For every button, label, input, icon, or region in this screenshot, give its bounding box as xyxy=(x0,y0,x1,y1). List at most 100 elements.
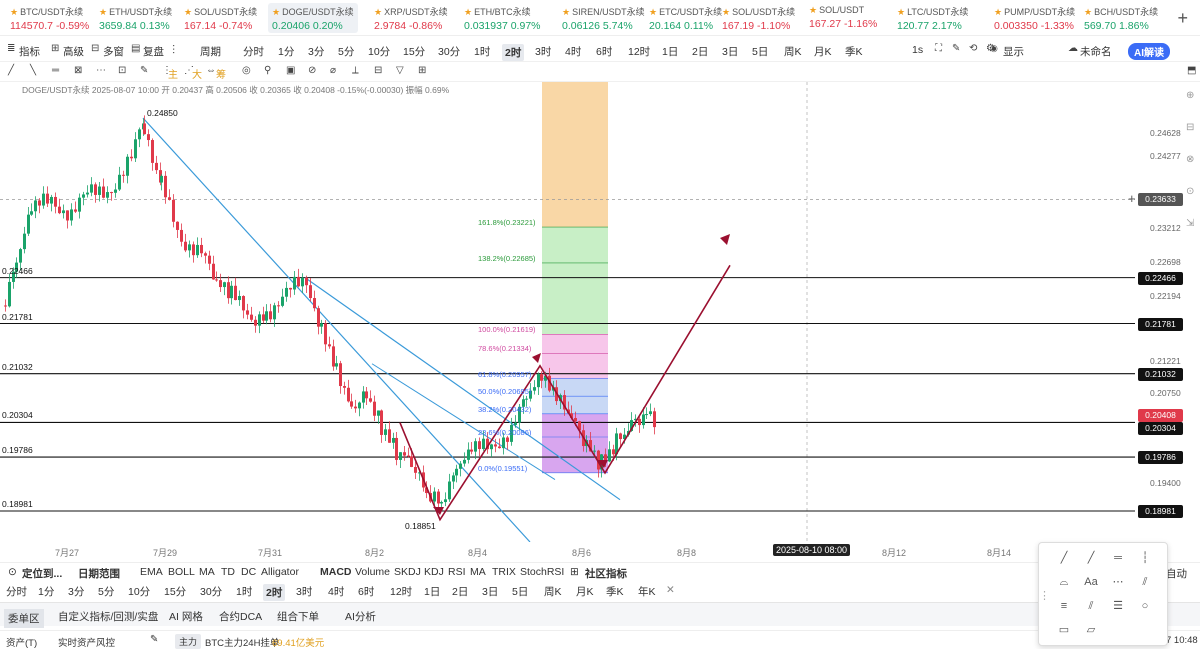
toolbar-2[interactable]: 多窗 xyxy=(103,46,124,58)
drawing-tool-icon[interactable]: ⫽ xyxy=(1142,576,1148,588)
period-6时[interactable]: 6时 xyxy=(596,46,613,58)
ticker-item[interactable]: ★ ETH/USDT永续 3659.84 0.13% xyxy=(95,3,176,33)
toolbar-1[interactable]: 高级 xyxy=(63,46,84,58)
draw-tool-icon[interactable]: ╲ xyxy=(30,65,37,76)
draw-tool-icon[interactable]: ✎ xyxy=(140,65,149,76)
ticker-item[interactable]: ★ DOGE/USDT永续 0.20406 0.20% xyxy=(268,3,358,33)
bottom-period-年K[interactable]: 年K xyxy=(638,586,656,598)
trendline[interactable] xyxy=(142,117,531,542)
overlay-toggle[interactable]: 筹 xyxy=(216,70,226,81)
main-indicator-TD[interactable]: TD xyxy=(221,566,235,578)
toolbar-icon[interactable]: ⊞ xyxy=(51,43,60,54)
ticker-item[interactable]: ★ SOL/USDT永续 167.19 -1.10% xyxy=(718,3,799,33)
main-indicator-Alligator[interactable]: Alligator xyxy=(261,566,299,578)
bottom-period-月K[interactable]: 月K xyxy=(576,586,594,598)
bottom-period-15分[interactable]: 15分 xyxy=(164,586,187,598)
locate-icon[interactable]: ⊙ xyxy=(8,566,17,578)
drawing-tool-icon[interactable]: ⋯ xyxy=(1112,576,1124,588)
elliott-wave-arrow[interactable] xyxy=(399,264,731,522)
sub-indicator-StochRSI[interactable]: StochRSI xyxy=(520,566,565,578)
bottom-period-5日[interactable]: 5日 xyxy=(512,586,529,598)
drag-handle-icon[interactable]: ⋮ xyxy=(1039,590,1050,602)
sub-indicator-RSI[interactable]: RSI xyxy=(448,566,466,578)
close-icon[interactable]: ✕ xyxy=(666,584,675,596)
period-周K[interactable]: 周K xyxy=(784,46,802,58)
overlay-toggle[interactable]: 大 xyxy=(192,70,202,81)
tab-1[interactable]: 自定义指标/回测/实盘 xyxy=(58,611,159,623)
star-icon[interactable]: ★ xyxy=(994,7,1003,17)
draw-tool-icon[interactable]: ═ xyxy=(52,65,60,76)
ticker-item[interactable]: ★ PUMP/USDT永续 0.003350 -1.33% xyxy=(990,3,1079,33)
bottom-period-分时[interactable]: 分时 xyxy=(6,586,27,598)
period-5分[interactable]: 5分 xyxy=(338,46,355,58)
star-icon[interactable]: ★ xyxy=(1084,7,1093,17)
period-分时[interactable]: 分时 xyxy=(243,46,264,58)
side-icon[interactable]: ⊟ xyxy=(1186,122,1195,133)
toolbar-icon[interactable]: ≣ xyxy=(7,43,16,54)
bottom-period-5分[interactable]: 5分 xyxy=(98,586,115,598)
star-icon[interactable]: ★ xyxy=(897,7,906,17)
sub-indicator-TRIX[interactable]: TRIX xyxy=(492,566,516,578)
tool-icon[interactable]: ✎ xyxy=(952,43,961,54)
period-月K[interactable]: 月K xyxy=(814,46,832,58)
draw-tool-icon[interactable]: ⇔ xyxy=(206,65,216,76)
ticker-item[interactable]: ★ BCH/USDT永续 569.70 1.86% xyxy=(1080,3,1162,33)
drawing-tool-icon[interactable]: ⫽ xyxy=(1088,600,1094,612)
side-icon[interactable]: ⊕ xyxy=(1186,90,1195,101)
main-indicator-MA[interactable]: MA xyxy=(199,566,215,578)
drawing-tool-icon[interactable]: ○ xyxy=(1141,600,1149,612)
period-15分[interactable]: 15分 xyxy=(403,46,426,58)
main-indicator-BOLL[interactable]: BOLL xyxy=(168,566,195,578)
drawing-tool-icon[interactable]: ╱ xyxy=(1087,552,1095,564)
star-icon[interactable]: ★ xyxy=(809,5,818,15)
period-1分[interactable]: 1分 xyxy=(278,46,295,58)
period-季K[interactable]: 季K xyxy=(845,46,863,58)
bottom-period-周K[interactable]: 周K xyxy=(544,586,562,598)
sub-indicator-KDJ[interactable]: KDJ xyxy=(424,566,444,578)
draw-tool-icon[interactable]: ⊡ xyxy=(118,65,127,76)
sub-indicator-MACD[interactable]: MACD xyxy=(320,566,352,578)
draw-tool-icon[interactable]: ⌀ xyxy=(330,65,337,76)
period-12时[interactable]: 12时 xyxy=(628,46,651,58)
period-10分[interactable]: 10分 xyxy=(368,46,391,58)
toolbar-right-0[interactable]: 1s xyxy=(912,44,924,56)
draw-tool-icon[interactable]: ⋮ xyxy=(162,65,172,76)
star-icon[interactable]: ★ xyxy=(184,7,193,17)
community-icon[interactable]: ⊞ xyxy=(570,566,579,578)
drawing-tool-icon[interactable]: ═ xyxy=(1114,552,1122,564)
ticker-item[interactable]: ★ LTC/USDT永续 120.77 2.17% xyxy=(893,3,972,33)
star-icon[interactable]: ★ xyxy=(272,7,281,17)
drawing-tool-icon[interactable]: ╱ xyxy=(1060,552,1068,564)
draw-tool-icon[interactable]: ▽ xyxy=(396,65,404,76)
draw-tool-icon[interactable]: ⊘ xyxy=(308,65,317,76)
period-4时[interactable]: 4时 xyxy=(565,46,582,58)
period-1时[interactable]: 1时 xyxy=(474,46,491,58)
drawing-tool-icon[interactable]: ≡ xyxy=(1060,600,1068,612)
star-icon[interactable]: ★ xyxy=(649,7,658,17)
tab-3[interactable]: 合约DCA xyxy=(219,611,263,623)
star-icon[interactable]: ★ xyxy=(464,7,473,17)
period-30分[interactable]: 30分 xyxy=(438,46,461,58)
period-3分[interactable]: 3分 xyxy=(308,46,325,58)
bottom-period-3日[interactable]: 3日 xyxy=(482,586,499,598)
ticker-item[interactable]: ★ ETC/USDT永续 20.164 0.11% xyxy=(645,3,726,33)
bottom-period-3时[interactable]: 3时 xyxy=(296,586,313,598)
sub-indicator-Volume[interactable]: Volume xyxy=(355,566,391,578)
period-2时[interactable]: 2时 xyxy=(502,44,525,61)
drawing-tool-icon[interactable]: ▱ xyxy=(1086,624,1096,636)
tab-4[interactable]: 组合下单 xyxy=(277,611,319,623)
toolbar-3[interactable]: 复盘 xyxy=(143,46,164,58)
draw-tool-icon[interactable]: ⊞ xyxy=(418,65,427,76)
drawing-tool-icon[interactable]: ▭ xyxy=(1058,624,1070,636)
overlay-toggle[interactable]: 主 xyxy=(168,70,178,81)
period-5日[interactable]: 5日 xyxy=(752,46,769,58)
star-icon[interactable]: ★ xyxy=(562,7,571,17)
star-icon[interactable]: ★ xyxy=(10,7,19,17)
auto-scale-toggle[interactable]: 自动 xyxy=(1166,568,1187,580)
ticker-item[interactable]: ★ BTC/USDT永续 114570.7 -0.59% xyxy=(6,3,93,33)
bottom-period-季K[interactable]: 季K xyxy=(606,586,624,598)
bottom-period-2日[interactable]: 2日 xyxy=(452,586,469,598)
star-icon[interactable]: ★ xyxy=(374,7,383,17)
draw-tool-icon[interactable]: ⟂ xyxy=(352,65,359,76)
eye-icon[interactable]: ◉ xyxy=(990,43,998,53)
